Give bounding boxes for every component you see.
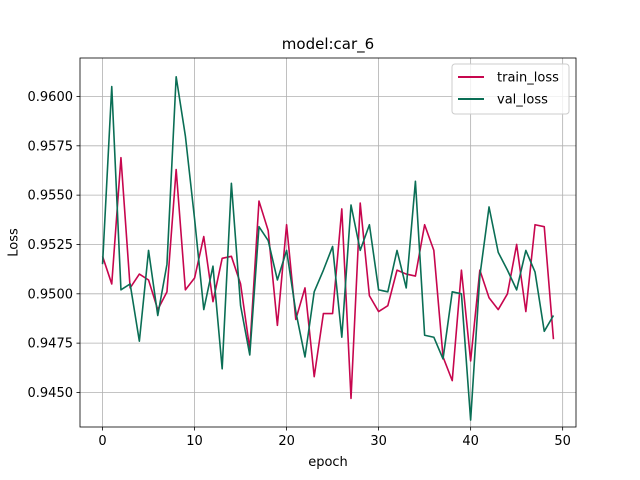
x-tick-label: 40 xyxy=(462,434,479,449)
y-tick-label: 0.9550 xyxy=(28,189,74,204)
legend-label-train-loss: train_loss xyxy=(497,71,559,86)
legend: train_loss val_loss xyxy=(451,63,570,115)
plot-frame xyxy=(79,57,577,428)
series-line-train-loss xyxy=(101,156,555,400)
y-tick-label: 0.9600 xyxy=(28,90,74,105)
y-tick-label: 0.9500 xyxy=(28,287,74,302)
chart-title: model:car_6 xyxy=(282,35,374,54)
legend-label-val-loss: val_loss xyxy=(497,93,548,108)
x-tick-label: 0 xyxy=(98,434,106,449)
series-lines xyxy=(101,75,555,421)
x-tick-label: 30 xyxy=(370,434,387,449)
y-axis-label: Loss xyxy=(7,228,22,257)
x-tick-label: 20 xyxy=(278,434,295,449)
grid xyxy=(80,58,576,427)
ticks: 0 10 20 30 40 50 0.9450 0.9475 0.9500 0.9525 0.955… xyxy=(28,90,571,449)
series-line-val-loss xyxy=(101,75,555,421)
y-tick-label: 0.9575 xyxy=(28,139,74,154)
x-axis-label: epoch xyxy=(308,455,348,470)
x-tick-label: 50 xyxy=(554,434,571,449)
y-tick-label: 0.9450 xyxy=(28,386,74,401)
x-tick-label: 10 xyxy=(186,434,203,449)
y-tick-label: 0.9525 xyxy=(28,238,74,253)
y-tick-label: 0.9475 xyxy=(28,337,74,352)
